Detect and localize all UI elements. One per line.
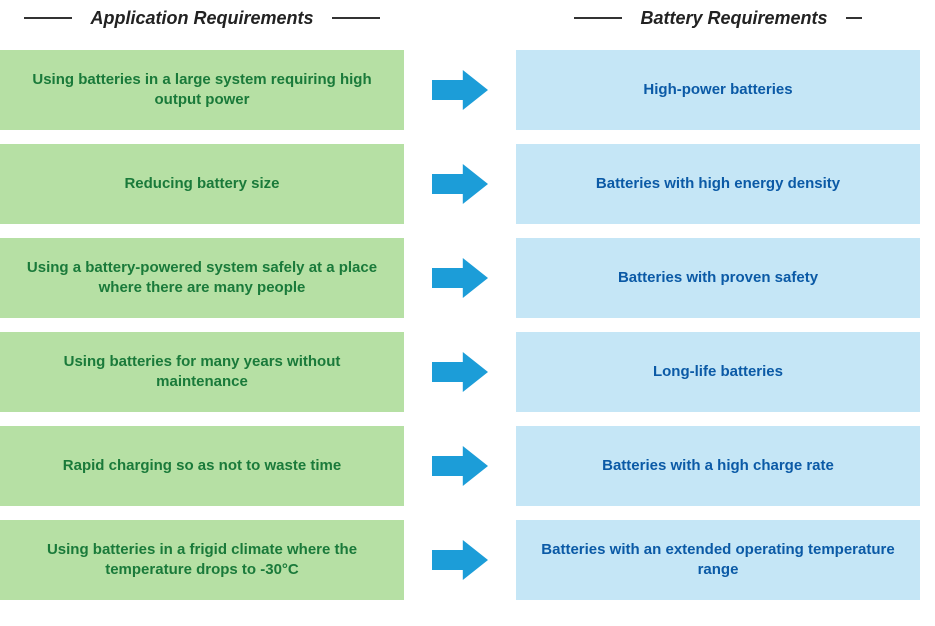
arrow-icon <box>404 238 516 318</box>
battery-requirement-box: Batteries with proven safety <box>516 238 920 318</box>
battery-requirement-box: High-power batteries <box>516 50 920 130</box>
mapping-row: Reducing battery size Batteries with high… <box>0 144 935 224</box>
header-line <box>24 17 72 19</box>
battery-requirement-box: Batteries with a high charge rate <box>516 426 920 506</box>
arrow-icon <box>404 520 516 600</box>
mapping-row: Using batteries in a frigid climate wher… <box>0 520 935 600</box>
arrow-icon <box>404 50 516 130</box>
application-requirement-box: Rapid charging so as not to waste time <box>0 426 404 506</box>
header-line <box>574 17 622 19</box>
header-left: Application Requirements <box>0 8 404 29</box>
header-title-right: Battery Requirements <box>622 8 845 29</box>
rows-container: Using batteries in a large system requir… <box>0 50 935 600</box>
battery-requirement-box: Batteries with an extended operating tem… <box>516 520 920 600</box>
application-requirement-box: Using batteries in a frigid climate wher… <box>0 520 404 600</box>
arrow-icon <box>404 426 516 506</box>
application-requirement-box: Using a battery-powered system safely at… <box>0 238 404 318</box>
arrow-icon <box>404 144 516 224</box>
mapping-row: Using batteries for many years without m… <box>0 332 935 412</box>
arrow-icon <box>404 332 516 412</box>
header-row: Application Requirements Battery Require… <box>0 0 935 36</box>
battery-requirement-box: Batteries with high energy density <box>516 144 920 224</box>
header-line <box>332 17 380 19</box>
mapping-row: Using a battery-powered system safely at… <box>0 238 935 318</box>
application-requirement-box: Reducing battery size <box>0 144 404 224</box>
header-right: Battery Requirements <box>516 8 920 29</box>
application-requirement-box: Using batteries in a large system requir… <box>0 50 404 130</box>
mapping-row: Rapid charging so as not to waste time Ba… <box>0 426 935 506</box>
mapping-row: Using batteries in a large system requir… <box>0 50 935 130</box>
battery-requirement-box: Long-life batteries <box>516 332 920 412</box>
header-title-left: Application Requirements <box>72 8 331 29</box>
header-line <box>846 17 862 19</box>
application-requirement-box: Using batteries for many years without m… <box>0 332 404 412</box>
requirements-mapping-diagram: Application Requirements Battery Require… <box>0 0 935 600</box>
